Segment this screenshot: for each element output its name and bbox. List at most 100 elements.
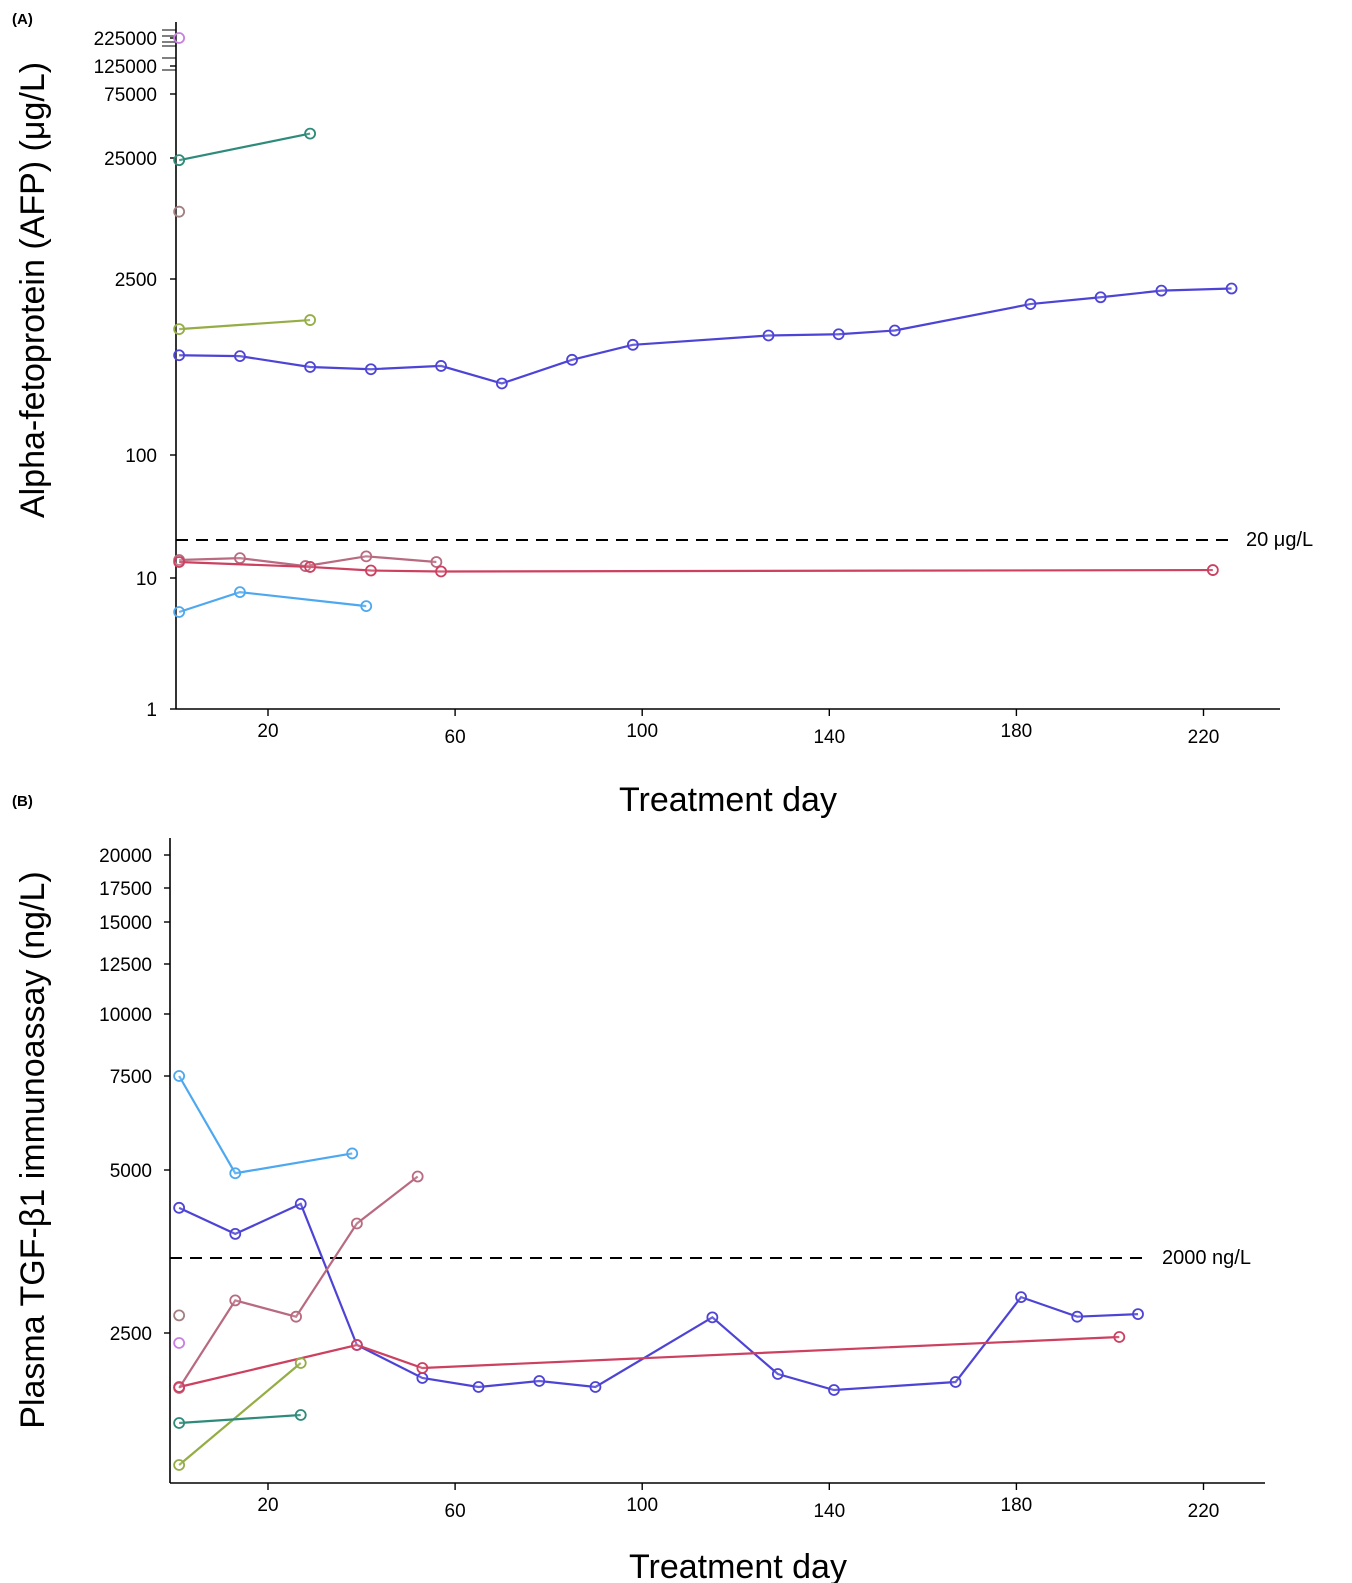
data-point bbox=[173, 1309, 186, 1322]
data-point bbox=[365, 564, 377, 577]
data-point bbox=[229, 1227, 242, 1240]
data-point bbox=[771, 1368, 784, 1380]
panel-a-reference-label: 20 μg/L bbox=[1246, 529, 1313, 551]
data-point bbox=[173, 1201, 186, 1214]
panel-a-y-ticks: 1 10 100 2500 25000 75000 125000 225000 bbox=[94, 29, 176, 721]
panel-b: (B) Plasma TGF-β1 immunoassay (ng/L) Tre… bbox=[12, 793, 1265, 1583]
data-point bbox=[430, 556, 443, 568]
x-tick-label: 140 bbox=[813, 1501, 845, 1522]
data-point bbox=[173, 32, 186, 44]
series-7 bbox=[173, 556, 1219, 578]
data-point bbox=[304, 314, 316, 326]
series-line bbox=[178, 1335, 1120, 1389]
series-5 bbox=[173, 1357, 307, 1471]
data-point bbox=[304, 361, 316, 373]
data-point bbox=[294, 1409, 307, 1421]
data-point bbox=[294, 1357, 307, 1369]
x-tick-label: 20 bbox=[257, 721, 278, 742]
series-4 bbox=[173, 314, 316, 336]
panel-a-y-axis-label: Alpha-fetoprotein (AFP) (μg/L) bbox=[14, 62, 52, 518]
x-tick-label: 220 bbox=[1188, 1501, 1220, 1522]
series-line bbox=[178, 591, 367, 614]
data-point bbox=[435, 565, 447, 578]
data-point bbox=[350, 1217, 363, 1230]
data-point bbox=[234, 586, 246, 599]
y-tick-label: 2500 bbox=[115, 270, 157, 291]
data-point bbox=[173, 1337, 186, 1349]
series-8 bbox=[173, 586, 373, 618]
data-point bbox=[173, 1381, 186, 1393]
data-point bbox=[350, 1339, 363, 1351]
data-point bbox=[706, 1311, 719, 1324]
series-line bbox=[178, 1202, 1139, 1392]
x-tick-label: 100 bbox=[626, 1495, 658, 1516]
y-tick-label: 100 bbox=[125, 446, 157, 467]
data-point bbox=[495, 377, 508, 390]
data-point bbox=[290, 1310, 302, 1323]
data-point bbox=[416, 1362, 429, 1374]
panel-b-x-ticks: 20 60 100 140 180 220 bbox=[257, 1483, 1219, 1522]
data-point bbox=[1015, 1291, 1027, 1304]
y-tick-label: 2500 bbox=[110, 1324, 152, 1345]
data-point bbox=[173, 1459, 186, 1471]
data-point bbox=[173, 1417, 186, 1429]
series-1 bbox=[173, 1070, 359, 1180]
y-tick-label: 125000 bbox=[94, 57, 157, 78]
data-point bbox=[346, 1147, 359, 1160]
panel-a-x-axis-label: Treatment day bbox=[619, 781, 837, 819]
data-point bbox=[365, 363, 377, 376]
data-point bbox=[832, 328, 845, 341]
x-tick-label: 60 bbox=[445, 727, 466, 748]
data-point bbox=[234, 552, 246, 565]
series-7 bbox=[173, 1309, 186, 1322]
x-tick-label: 180 bbox=[1001, 1495, 1033, 1516]
y-tick-label: 5000 bbox=[110, 1161, 152, 1182]
x-tick-label: 180 bbox=[1001, 721, 1033, 742]
series-line bbox=[178, 1175, 419, 1389]
panel-a-series bbox=[173, 32, 1238, 618]
data-point bbox=[360, 600, 373, 613]
panel-b-x-axis-label: Treatment day bbox=[629, 1548, 847, 1583]
y-tick-label: 20000 bbox=[99, 846, 152, 867]
series-line bbox=[178, 132, 311, 162]
data-point bbox=[234, 350, 246, 363]
data-point bbox=[416, 1372, 429, 1384]
panel-b-y-ticks: 2500 5000 7500 10000 12500 15000 17500 20000 bbox=[99, 846, 170, 1345]
series-4 bbox=[173, 1331, 1126, 1393]
x-tick-label: 20 bbox=[257, 1495, 278, 1516]
x-tick-label: 220 bbox=[1188, 727, 1220, 748]
series-5 bbox=[173, 282, 1238, 390]
panel-b-series bbox=[173, 1070, 1144, 1471]
data-point bbox=[173, 323, 186, 336]
data-point bbox=[828, 1384, 840, 1396]
panel-a-label: (A) bbox=[12, 11, 33, 28]
data-point bbox=[949, 1376, 962, 1388]
series-6 bbox=[173, 1409, 307, 1429]
data-point bbox=[1132, 1308, 1144, 1320]
panel-b-y-axis-label: Plasma TGF-β1 immunoassay (ng/L) bbox=[14, 871, 52, 1428]
series-3 bbox=[173, 205, 186, 218]
data-point bbox=[533, 1375, 546, 1387]
data-point bbox=[173, 1070, 186, 1082]
data-point bbox=[173, 205, 186, 218]
series-line bbox=[178, 1075, 353, 1175]
y-tick-label: 225000 bbox=[94, 29, 157, 50]
y-tick-label: 1 bbox=[146, 700, 157, 721]
series-line bbox=[178, 1362, 302, 1466]
panel-b-label: (B) bbox=[12, 793, 33, 810]
series-line bbox=[179, 318, 311, 331]
data-point bbox=[304, 561, 316, 573]
series-line bbox=[179, 1413, 301, 1425]
x-tick-label: 100 bbox=[626, 721, 658, 742]
data-point bbox=[294, 1198, 307, 1210]
series-1 bbox=[173, 32, 186, 44]
x-tick-label: 140 bbox=[813, 727, 845, 748]
data-point bbox=[229, 1167, 242, 1180]
y-tick-label: 10000 bbox=[99, 1005, 152, 1026]
series-line bbox=[179, 287, 1232, 385]
series-line bbox=[179, 560, 1213, 573]
data-point bbox=[360, 550, 373, 563]
series-2 bbox=[173, 1198, 1144, 1396]
panel-a: (A) Alpha-fetoprotein (AFP) (μg/L) Treat… bbox=[12, 11, 1313, 819]
data-point bbox=[435, 360, 447, 372]
